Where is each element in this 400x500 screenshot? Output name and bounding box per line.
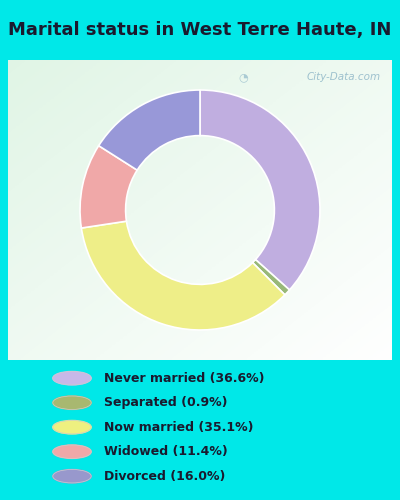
Circle shape — [53, 420, 91, 434]
Text: Widowed (11.4%): Widowed (11.4%) — [104, 445, 228, 458]
Text: Never married (36.6%): Never married (36.6%) — [104, 372, 264, 384]
Text: Divorced (16.0%): Divorced (16.0%) — [104, 470, 225, 482]
Circle shape — [53, 396, 91, 409]
Circle shape — [53, 372, 91, 385]
Text: ◔: ◔ — [238, 72, 248, 82]
Text: Now married (35.1%): Now married (35.1%) — [104, 420, 254, 434]
Wedge shape — [253, 260, 290, 295]
Wedge shape — [81, 221, 285, 330]
Circle shape — [53, 445, 91, 458]
Text: City-Data.com: City-Data.com — [306, 72, 380, 82]
Wedge shape — [99, 90, 200, 170]
Wedge shape — [80, 146, 137, 228]
Text: Marital status in West Terre Haute, IN: Marital status in West Terre Haute, IN — [8, 21, 392, 39]
Text: Separated (0.9%): Separated (0.9%) — [104, 396, 228, 409]
Circle shape — [53, 470, 91, 483]
Wedge shape — [200, 90, 320, 290]
